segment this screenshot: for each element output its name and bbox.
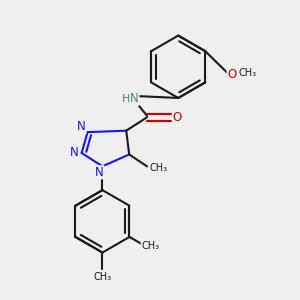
Text: O: O (227, 68, 236, 81)
Text: CH₃: CH₃ (141, 241, 159, 251)
Text: O: O (173, 111, 182, 124)
Text: N: N (77, 120, 86, 133)
Text: N: N (95, 166, 104, 179)
Text: H: H (122, 94, 130, 104)
Text: CH₃: CH₃ (238, 68, 256, 78)
Text: CH₃: CH₃ (93, 272, 112, 282)
Text: N: N (70, 146, 78, 159)
Text: CH₃: CH₃ (149, 163, 167, 173)
Text: N: N (130, 92, 139, 105)
